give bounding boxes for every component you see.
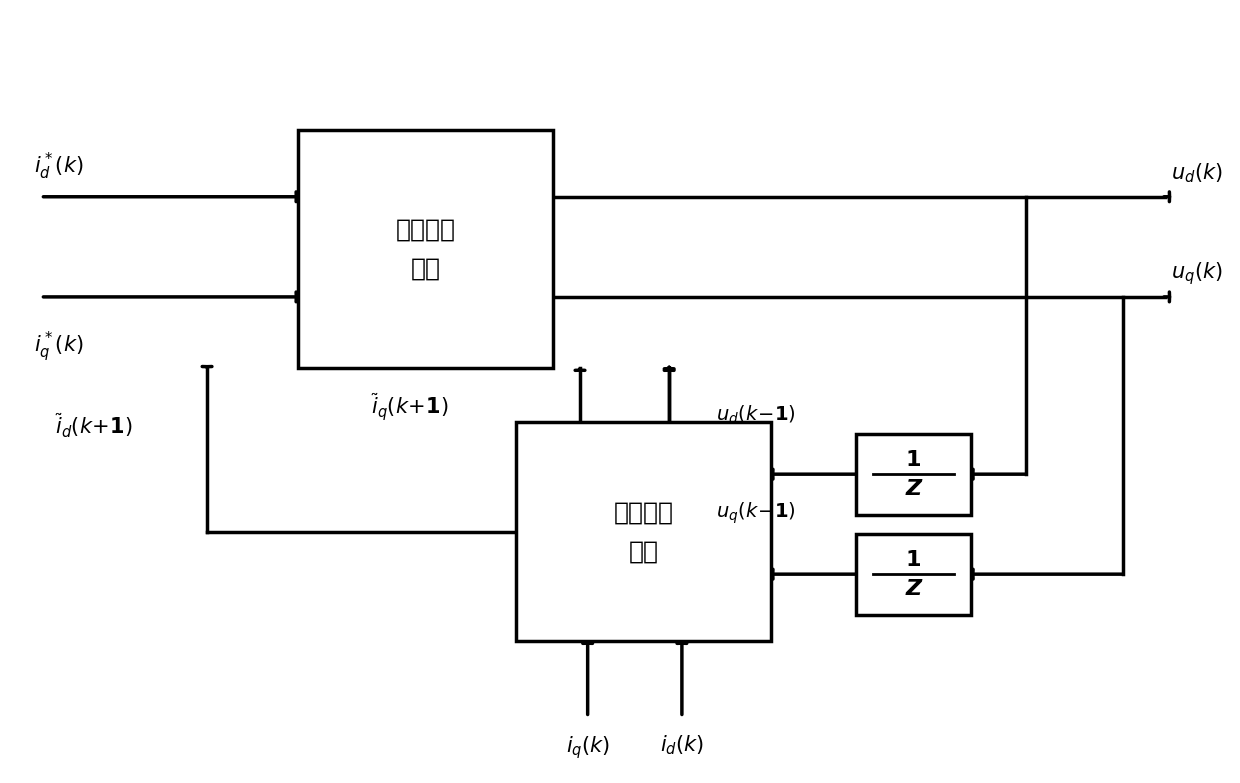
Text: $\widetilde{i}_q(k\!+\!\mathbf{1})$: $\widetilde{i}_q(k\!+\!\mathbf{1})$ bbox=[371, 391, 449, 423]
Text: $u_q(k)$: $u_q(k)$ bbox=[1172, 261, 1223, 287]
Text: 1: 1 bbox=[905, 550, 921, 569]
Text: $u_q(k\!-\!\mathbf{1})$: $u_q(k\!-\!\mathbf{1})$ bbox=[717, 500, 796, 526]
Text: $i_q(k)$: $i_q(k)$ bbox=[565, 734, 610, 760]
Text: $i_d^*(k)$: $i_d^*(k)$ bbox=[33, 150, 83, 182]
Text: $u_d(k\!-\!\mathbf{1})$: $u_d(k\!-\!\mathbf{1})$ bbox=[717, 404, 796, 426]
Text: $i_d(k)$: $i_d(k)$ bbox=[660, 734, 704, 757]
Text: 电流预测
方程: 电流预测 方程 bbox=[614, 500, 673, 564]
Bar bbox=[516, 422, 771, 641]
Bar bbox=[856, 434, 971, 514]
Bar bbox=[856, 534, 971, 615]
Text: 电压计算
方程: 电压计算 方程 bbox=[396, 218, 455, 281]
Text: $u_d(k)$: $u_d(k)$ bbox=[1172, 162, 1223, 186]
Text: Z: Z bbox=[905, 478, 921, 499]
Text: $\widetilde{i}_d(k\!+\!\mathbf{1})$: $\widetilde{i}_d(k\!+\!\mathbf{1})$ bbox=[56, 412, 134, 440]
Text: $i_q^*(k)$: $i_q^*(k)$ bbox=[33, 330, 83, 364]
Text: 1: 1 bbox=[905, 449, 921, 470]
Bar bbox=[298, 130, 553, 369]
Text: Z: Z bbox=[905, 579, 921, 599]
